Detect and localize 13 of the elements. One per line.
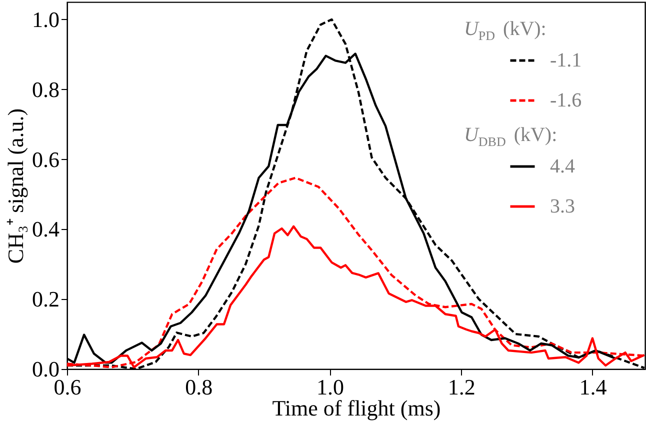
legend-label: -1.6 <box>550 90 582 112</box>
x-tick-label: 1.2 <box>448 374 476 400</box>
legend-label: 3.3 <box>550 196 575 218</box>
legend-label: -1.1 <box>550 50 582 72</box>
y-tick-label: 0.2 <box>32 286 60 312</box>
y-axis-title: CH₃⁺ signal (a.u.) <box>3 108 28 264</box>
x-tick-label: 1.4 <box>579 374 607 400</box>
y-tick-label: 0.6 <box>32 146 60 172</box>
y-tick-label: 0.8 <box>32 76 60 102</box>
y-tick-label: 0.4 <box>32 216 60 242</box>
legend-label: 4.4 <box>550 156 575 178</box>
x-tick-label: 0.8 <box>185 374 213 400</box>
y-tick-label: 1.0 <box>32 6 60 32</box>
